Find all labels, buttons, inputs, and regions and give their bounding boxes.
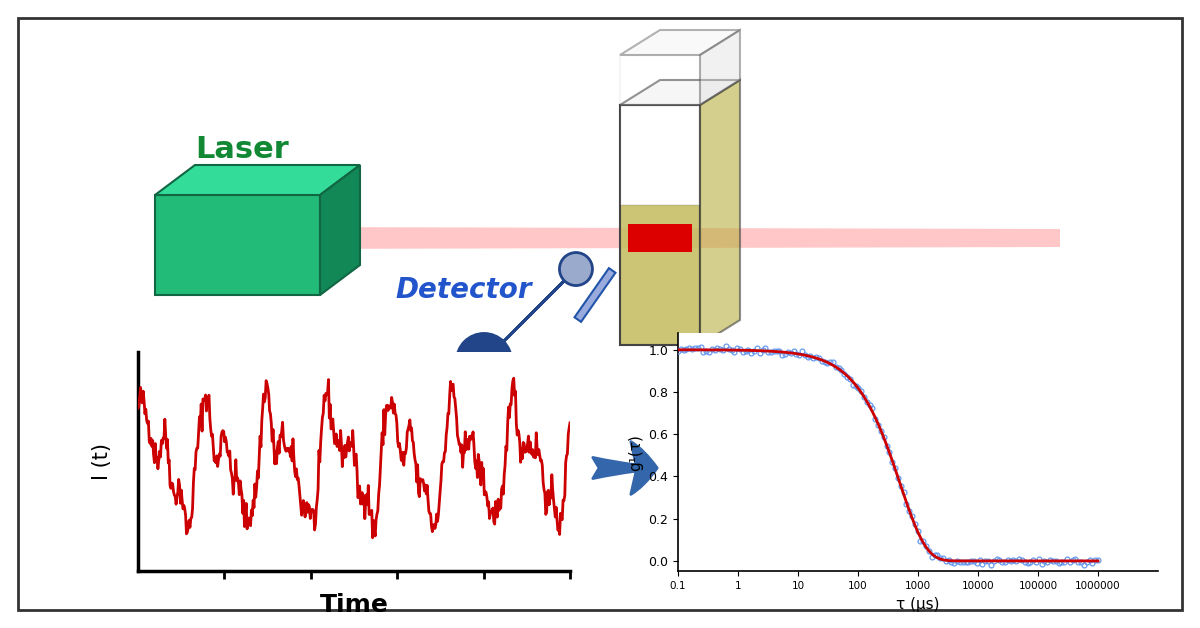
X-axis label: τ (μs): τ (μs) bbox=[896, 597, 940, 612]
Polygon shape bbox=[620, 30, 740, 55]
Polygon shape bbox=[464, 257, 588, 381]
Polygon shape bbox=[155, 165, 360, 195]
Polygon shape bbox=[575, 268, 616, 322]
Polygon shape bbox=[700, 80, 740, 345]
Polygon shape bbox=[620, 205, 700, 345]
Polygon shape bbox=[620, 105, 700, 205]
X-axis label: Time: Time bbox=[319, 593, 389, 617]
Polygon shape bbox=[620, 105, 700, 345]
Polygon shape bbox=[700, 30, 740, 105]
Text: Laser: Laser bbox=[196, 136, 289, 165]
Polygon shape bbox=[620, 55, 700, 105]
Polygon shape bbox=[517, 261, 584, 327]
Text: I (t): I (t) bbox=[92, 443, 112, 480]
Polygon shape bbox=[320, 165, 360, 295]
Polygon shape bbox=[155, 195, 320, 295]
Ellipse shape bbox=[559, 252, 593, 286]
Ellipse shape bbox=[456, 333, 511, 389]
Polygon shape bbox=[286, 227, 1060, 249]
Y-axis label: g¹(τ): g¹(τ) bbox=[628, 434, 643, 470]
Bar bbox=[628, 224, 692, 252]
Text: Detector: Detector bbox=[395, 276, 532, 304]
Polygon shape bbox=[620, 80, 740, 105]
